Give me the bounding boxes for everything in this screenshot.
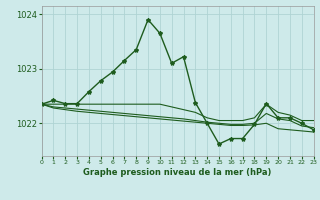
X-axis label: Graphe pression niveau de la mer (hPa): Graphe pression niveau de la mer (hPa) bbox=[84, 168, 272, 177]
